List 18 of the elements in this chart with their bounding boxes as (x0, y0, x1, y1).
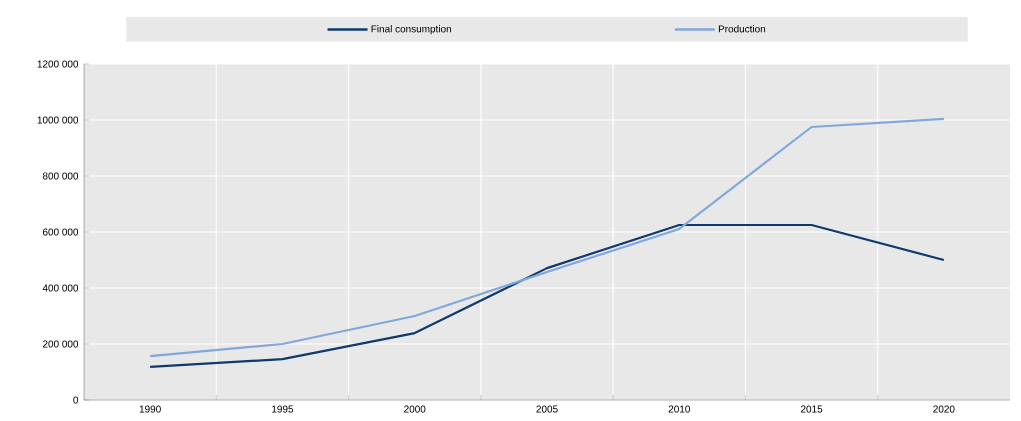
line-series (149, 223, 945, 369)
x-tick-label: 2015 (801, 405, 823, 413)
y-tick-label: 800 000 (42, 172, 79, 180)
x-tick-label: 1995 (272, 405, 294, 413)
y-tick-label: 200 000 (42, 340, 79, 348)
legend-label: Final consumption (371, 25, 451, 35)
x-tick-label: 2000 (404, 405, 426, 413)
x-tick-label: 1990 (139, 405, 161, 413)
y-tick-label: 0 (73, 396, 79, 404)
y-tick-label: 400 000 (42, 284, 79, 292)
x-tick-label: 2010 (668, 405, 690, 413)
y-tick-label: 600 000 (42, 228, 79, 236)
y-tick-label: 1000 000 (37, 116, 79, 124)
legend-label: Production (718, 25, 766, 33)
line-series (149, 117, 945, 358)
x-tick-label: 2005 (536, 405, 558, 413)
y-tick-label: 1200 000 (37, 60, 79, 68)
x-tick-label: 2020 (933, 405, 955, 413)
